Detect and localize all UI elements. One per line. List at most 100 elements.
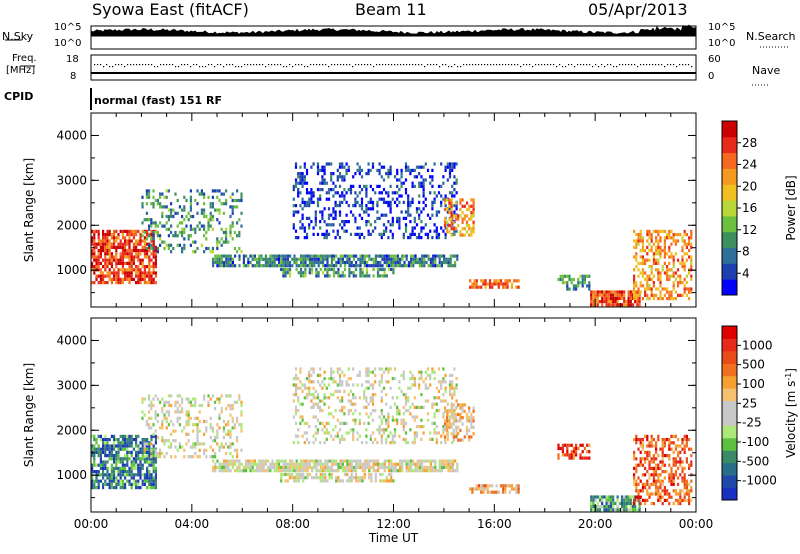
nave-dot	[643, 64, 645, 66]
data-cell	[212, 260, 215, 265]
data-cell	[446, 207, 449, 212]
data-cell	[392, 462, 395, 466]
data-cell	[411, 415, 414, 419]
data-cell	[456, 254, 459, 258]
data-cell	[453, 393, 456, 397]
data-cell	[91, 281, 94, 285]
y-axis-label: Slant Range [km]	[22, 158, 36, 262]
data-cell	[650, 502, 653, 506]
data-cell	[442, 367, 445, 371]
data-cell	[148, 243, 151, 247]
data-cell	[99, 450, 102, 454]
data-cell	[431, 204, 434, 208]
nave-dot	[352, 66, 354, 68]
data-cell	[231, 426, 234, 430]
data-cell	[258, 254, 261, 258]
data-cell	[354, 396, 357, 400]
data-cell	[214, 451, 217, 456]
data-cell	[637, 476, 640, 480]
data-cell	[356, 431, 359, 435]
data-cell	[594, 293, 597, 297]
data-cell	[422, 188, 425, 192]
data-cell	[110, 454, 113, 458]
data-cell	[435, 431, 438, 435]
data-cell	[322, 462, 325, 466]
data-cell	[688, 489, 691, 493]
data-cell	[150, 271, 153, 275]
data-cell	[323, 425, 326, 429]
data-cell	[97, 261, 100, 265]
colorbar-swatch	[722, 326, 737, 339]
data-cell	[641, 271, 644, 275]
data-cell	[117, 479, 120, 483]
data-cell	[402, 421, 405, 425]
data-cell	[421, 257, 424, 261]
data-cell	[412, 264, 415, 268]
data-cell	[432, 260, 435, 265]
data-cell	[196, 211, 199, 215]
data-cell	[152, 476, 155, 480]
data-cell	[135, 460, 138, 464]
data-cell	[641, 486, 644, 490]
data-cell	[677, 233, 680, 237]
data-cell	[327, 207, 331, 211]
data-cell	[435, 213, 438, 217]
nave-dot	[490, 64, 492, 66]
data-cell	[601, 300, 604, 304]
data-cell	[322, 465, 325, 470]
data-cell	[401, 459, 404, 463]
data-cell	[308, 204, 311, 208]
data-cell	[350, 465, 353, 470]
data-cell	[198, 448, 201, 452]
data-cell	[465, 214, 469, 218]
data-cell	[361, 476, 364, 480]
data-cell	[345, 383, 348, 387]
data-cell	[192, 455, 195, 459]
data-cell	[150, 239, 153, 243]
data-cell	[659, 482, 662, 486]
data-cell	[229, 445, 232, 449]
data-cell	[459, 403, 462, 407]
data-cell	[102, 441, 105, 445]
data-cell	[670, 236, 673, 240]
nave-dot	[109, 66, 111, 68]
data-cell	[472, 406, 475, 410]
data-cell	[139, 466, 142, 470]
data-cell	[312, 191, 315, 195]
data-cell	[200, 208, 203, 212]
data-cell	[358, 213, 361, 217]
data-cell	[288, 271, 292, 275]
data-cell	[575, 287, 578, 291]
data-cell	[475, 487, 478, 491]
data-cell	[299, 271, 303, 275]
data-cell	[588, 450, 591, 454]
data-cell	[102, 236, 105, 240]
data-cell	[341, 178, 344, 182]
data-cell	[442, 229, 445, 233]
data-cell	[690, 290, 693, 294]
data-cell	[646, 287, 649, 291]
data-cell	[674, 460, 677, 464]
data-cell	[148, 277, 151, 281]
nsearch-label: N.Search	[746, 30, 796, 43]
data-cell	[113, 229, 116, 233]
data-cell	[347, 393, 350, 397]
data-cell	[128, 441, 131, 445]
data-cell	[443, 409, 447, 413]
data-cell	[433, 396, 436, 400]
data-cell	[352, 257, 355, 261]
data-cell	[130, 482, 133, 486]
data-cell	[229, 234, 232, 238]
data-cell	[288, 472, 292, 477]
data-cell	[183, 246, 186, 251]
data-cell	[683, 434, 686, 438]
data-cell	[370, 459, 373, 463]
data-cell	[165, 419, 168, 424]
data-cell	[666, 290, 669, 294]
data-cell	[108, 233, 111, 237]
data-cell	[334, 200, 337, 204]
data-cell	[321, 178, 324, 182]
data-cell	[161, 397, 164, 401]
data-cell	[657, 434, 660, 438]
data-cell	[330, 175, 333, 179]
